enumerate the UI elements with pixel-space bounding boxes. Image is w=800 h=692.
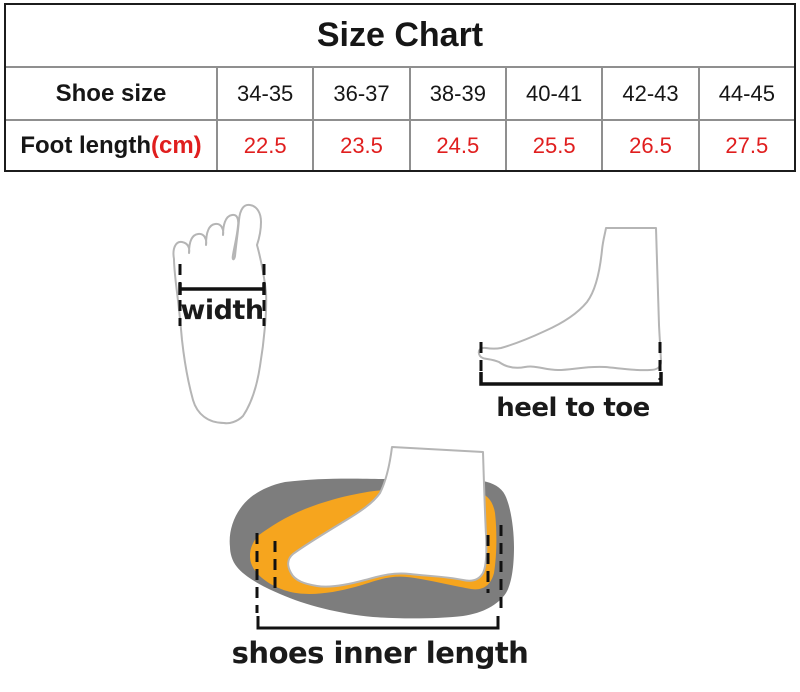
foot-top-outline xyxy=(172,203,268,425)
heel-to-toe-label: heel to toe xyxy=(496,393,650,423)
foot-length-value: 25.5 xyxy=(505,119,602,170)
row-header-shoe-size: Shoe size xyxy=(55,79,167,107)
foot-width-diagram: width xyxy=(172,203,268,425)
size-chart-title: Size Chart xyxy=(6,5,794,68)
width-measure-line xyxy=(178,283,266,295)
foot-length-value: 27.5 xyxy=(697,119,794,170)
foot-in-shoe-outline xyxy=(287,446,488,588)
size-table-grid: Shoe size 34-35 36-37 38-39 40-41 42-43 … xyxy=(6,68,794,170)
inner-length-label: shoes inner length xyxy=(232,636,529,670)
shoe-size-value: 34-35 xyxy=(216,68,312,119)
foot-length-value: 24.5 xyxy=(408,119,505,170)
foot-length-value: 23.5 xyxy=(312,119,409,170)
shoe-size-value: 40-41 xyxy=(505,68,601,119)
shoe-inner-length-diagram: shoes inner length xyxy=(229,446,529,670)
size-chart-table: Size Chart Shoe size 34-35 36-37 38-39 4… xyxy=(4,3,796,172)
foot-length-unit: (cm) xyxy=(150,131,202,159)
foot-side-outline xyxy=(477,227,662,372)
shoe-size-value: 44-45 xyxy=(697,68,794,119)
row-header-foot-length: Foot length (cm) xyxy=(6,119,216,170)
heel-to-toe-measure-line xyxy=(479,372,663,386)
inner-length-bracket xyxy=(256,616,500,630)
shoe-size-value: 36-37 xyxy=(312,68,408,119)
width-label: width xyxy=(180,295,263,326)
shoe-size-value: 42-43 xyxy=(601,68,697,119)
foot-length-value: 22.5 xyxy=(216,119,313,170)
shoe-size-value: 38-39 xyxy=(408,68,505,119)
foot-length-label: Foot length xyxy=(20,131,151,159)
heel-to-toe-diagram: heel to toe xyxy=(477,227,663,423)
foot-length-value: 26.5 xyxy=(601,119,698,170)
